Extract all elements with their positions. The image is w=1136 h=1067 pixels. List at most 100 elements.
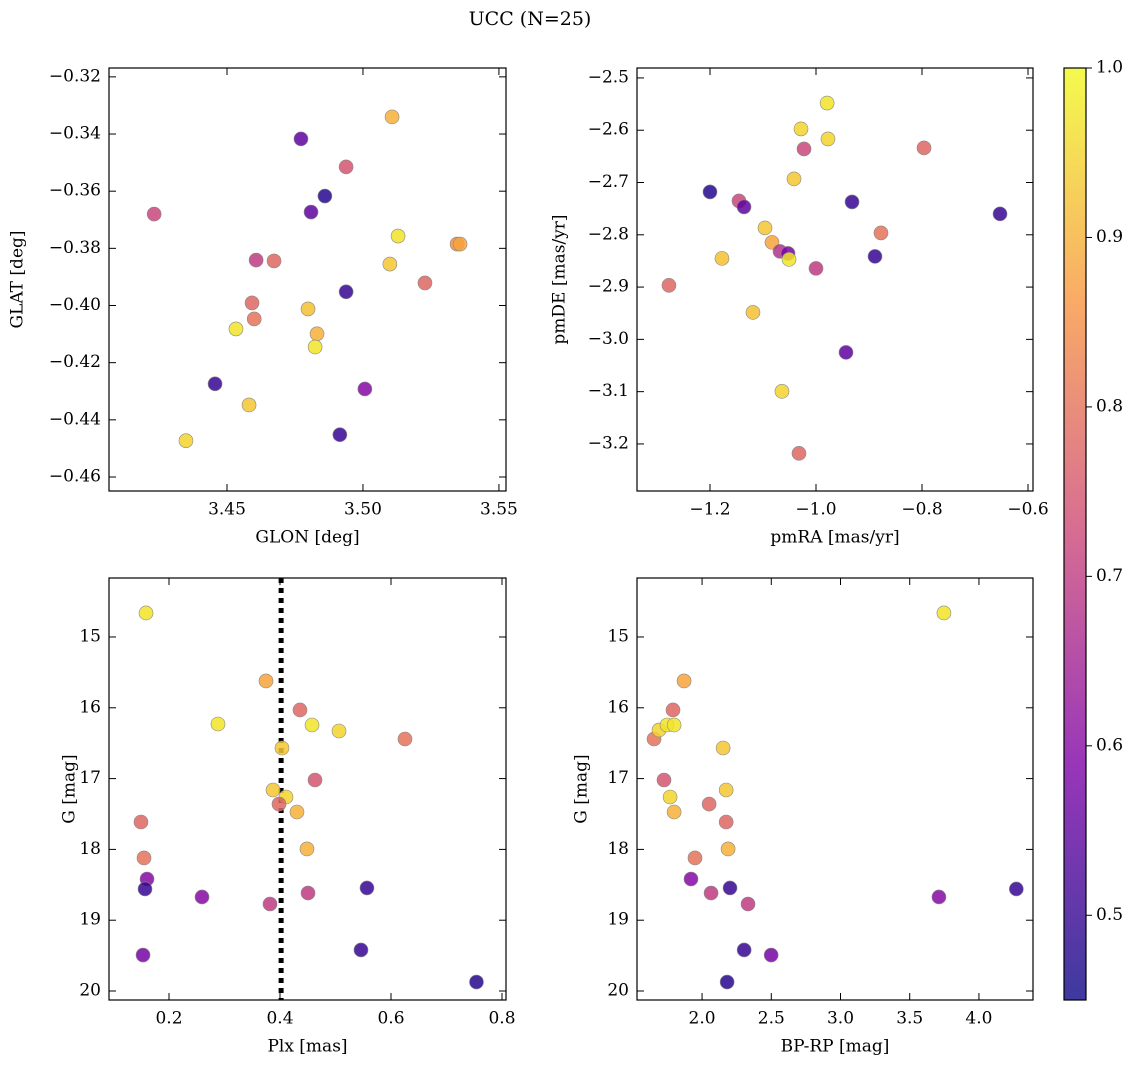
y-tick-label: 20 [607,981,629,1001]
point [703,885,719,901]
point [916,140,932,156]
point [683,871,699,887]
x-tick-label: 0.4 [266,1009,293,1029]
point [702,184,718,200]
point [791,446,807,461]
plot-frame [636,67,1034,492]
x-tick-label: −1.0 [795,500,836,520]
y-tick-label: 15 [79,626,101,646]
x-tick-label: 0.2 [155,1009,182,1029]
plot-frame [108,67,507,492]
point [135,947,151,963]
point [701,796,717,812]
y-tick-label: 15 [607,626,629,646]
point [714,251,730,266]
point [382,256,398,272]
point [136,850,152,866]
point [300,885,316,901]
point [300,301,316,317]
point [873,225,889,241]
point [676,673,692,689]
point [656,772,672,788]
colorbar-tick-label: 1.0 [1096,58,1123,78]
y-tick-label: −2.5 [588,67,629,87]
point [210,716,226,732]
point [228,321,244,337]
point [661,278,677,293]
point [796,141,812,157]
point [293,131,309,147]
y-tick-label: 20 [79,981,101,1001]
point [244,295,260,311]
x-tick-label: 4.0 [965,1009,992,1029]
point [745,305,761,320]
x-tick-label: 2.5 [758,1009,785,1029]
y-tick-label: 18 [607,839,629,859]
y-tick-label: −3.1 [588,381,629,401]
point [332,427,348,442]
x-axis-label: pmRA [mas/yr] [770,528,899,548]
point [265,782,281,798]
point [469,974,484,990]
point [307,772,323,788]
point [390,228,406,244]
point [718,814,734,830]
x-tick-label: 3.5 [896,1009,923,1029]
y-axis-label: G [mag] [60,754,80,823]
point [194,889,210,905]
y-tick-label: −2.9 [588,277,629,297]
point [722,880,738,896]
point [397,731,413,747]
point [266,253,282,269]
point [338,284,354,300]
x-axis-label: Plx [mas] [267,1037,347,1057]
colorbar-tick-label: 0.6 [1096,735,1123,755]
y-tick-label: −3.0 [588,329,629,349]
y-tick-label: 16 [607,697,629,717]
y-tick-label: −0.44 [49,409,101,429]
point [309,326,325,342]
colorbar-tick-label: 0.5 [1096,905,1123,925]
y-tick-label: 17 [607,768,629,788]
colorbar-tick-label: 0.8 [1096,396,1123,416]
x-tick-label: 3.0 [827,1009,854,1029]
point [718,782,734,798]
point [289,804,305,820]
point [666,717,682,733]
x-tick-label: 2.0 [689,1009,716,1029]
point [178,433,194,448]
point [292,702,308,718]
point [384,109,400,125]
y-tick-label: −0.46 [49,466,101,486]
colorbar [1063,67,1087,1001]
point [417,275,433,291]
point [338,159,354,175]
x-tick-label: −1.2 [689,500,730,520]
x-tick-label: −0.6 [1007,500,1048,520]
point [146,206,162,222]
point [687,850,703,866]
x-axis-label: GLON [deg] [255,528,359,548]
y-tick-label: −0.38 [49,238,101,258]
x-tick-label: 0.6 [377,1009,404,1029]
y-tick-label: −0.42 [49,352,101,372]
y-tick-label: 19 [79,910,101,930]
x-axis-label: BP-RP [mag] [781,1037,890,1057]
point [936,605,952,621]
point [820,131,836,147]
x-tick-label: 3.50 [344,500,382,520]
x-tick-label: −0.8 [901,500,942,520]
y-tick-label: −0.36 [49,181,101,201]
point [844,194,860,210]
point [138,605,154,621]
point [757,220,773,236]
point [133,814,149,830]
point [793,121,809,137]
point [452,236,468,252]
point [992,206,1008,222]
point [808,261,824,276]
point [720,841,736,857]
colorbar-tick-label: 0.7 [1096,566,1123,586]
point [1009,881,1024,897]
